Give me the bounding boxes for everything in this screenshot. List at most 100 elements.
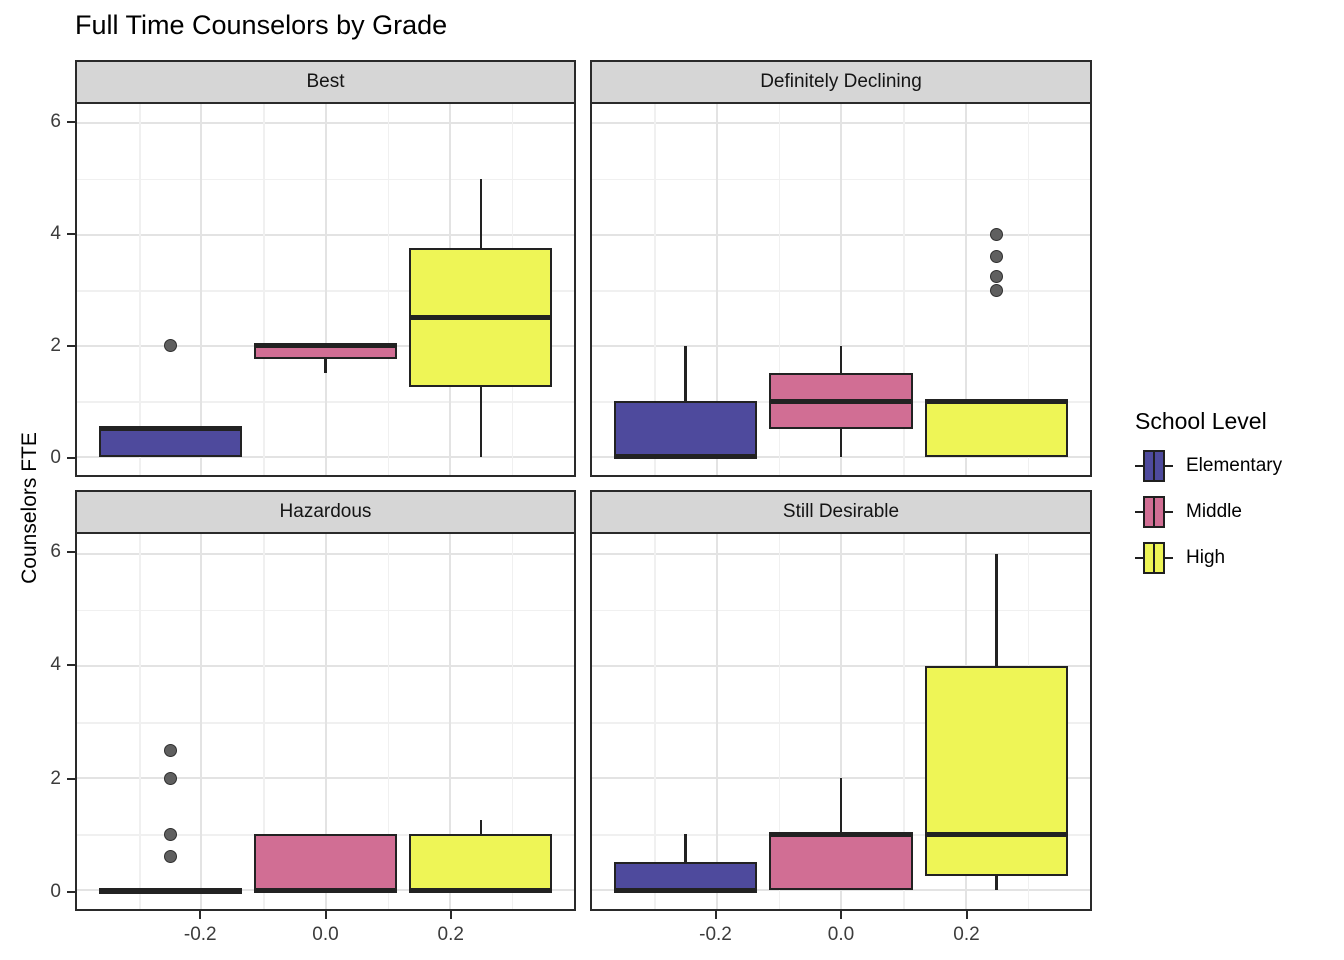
facet-strip-hazardous: Hazardous [75,490,576,534]
box-middle [769,834,913,891]
y-axis-row-2: 0 2 4 6 [0,532,75,911]
facet-panel-best [75,102,576,477]
facet-strip-label: Still Desirable [782,501,900,522]
gridline-minor [387,534,390,909]
x-axis-col-1: -0.2 0.0 0.2 [75,911,576,956]
upper-whisker [839,345,843,374]
x-tick-label: -0.2 [699,924,732,945]
y-tick-label: 0 [50,447,61,469]
x-tick-mark [965,911,968,919]
median-line [613,887,757,893]
gridline-minor [1027,104,1030,475]
gridline-minor [778,104,781,475]
y-tick-label: 6 [50,540,61,562]
y-tick-mark [67,345,75,348]
facet-panel-hazardous [75,532,576,911]
median-line [613,454,757,460]
x-tick-label: 0.2 [953,924,980,945]
facet-strip-label: Best [306,71,345,92]
x-tick-label: 0.0 [312,924,339,945]
median-line [409,315,553,321]
boxplot-key-icon [1135,539,1173,577]
outlier-point [163,771,177,785]
gridline-minor [511,534,514,909]
x-tick-label: 0.2 [437,924,464,945]
box-elementary [613,862,757,891]
x-tick-label: -0.2 [183,924,217,945]
upper-whisker [839,778,843,835]
y-tick-mark [67,120,75,123]
outlier-point [163,827,177,841]
chart-title: Full Time Counselors by Grade [75,10,448,40]
lower-whisker [324,359,327,374]
x-tick-mark [714,911,717,919]
median-line [925,831,1069,837]
legend-item-label: Elementary [1186,455,1283,476]
legend: School Level Elementary Middle High [1120,408,1344,585]
facet-hazardous: Hazardous [75,490,576,911]
legend-item-high: High [1120,539,1344,577]
x-tick-label: 0.0 [827,924,855,945]
box-high [925,665,1069,877]
gridline-minor [903,104,905,475]
y-tick-label: 4 [50,222,61,244]
x-tick-mark [199,911,202,919]
median-line [769,398,913,404]
y-tick-mark [67,891,75,894]
lower-whisker [479,387,483,457]
y-axis-row-1: 0 2 4 6 [0,102,75,477]
facet-strip-best: Best [75,60,576,104]
y-tick-mark [67,457,75,460]
outlier-point [990,269,1004,283]
facet-strip-still-desirable: Still Desirable [590,490,1092,534]
legend-title: School Level [1135,408,1267,434]
boxplot-key-icon [1135,447,1173,485]
y-tick-label: 0 [50,881,61,903]
box-high [925,401,1069,457]
upper-whisker [479,820,483,835]
gridline-major [324,534,327,909]
median-line [925,398,1069,404]
boxplot-key-icon [1135,493,1173,531]
legend-item-label: Middle [1186,501,1242,522]
y-tick-label: 4 [50,654,61,676]
facet-panel-definitely-declining [590,102,1092,477]
gridline-minor [903,534,905,909]
x-tick-mark [840,911,842,919]
median-line [769,831,913,837]
outlier-point [163,743,177,757]
y-tick-label: 2 [50,767,61,789]
x-tick-mark [324,911,327,919]
median-line [98,887,242,893]
facet-strip-definitely-declining: Definitely Declining [590,60,1092,104]
y-tick-label: 2 [50,335,61,357]
y-tick-mark [67,777,75,780]
gridline-minor [263,104,265,475]
facet-definitely-declining: Definitely Declining [590,60,1092,477]
gridline-major [448,534,451,909]
outlier-point [990,283,1004,297]
box-elementary [613,401,757,457]
x-axis-col-2: -0.2 0.0 0.2 [590,911,1092,956]
lower-whisker [839,428,843,457]
outlier-point [990,228,1004,242]
gridline-minor [139,534,141,909]
gridline-major [324,104,327,475]
box-high [409,834,553,891]
gridline-minor [387,104,390,475]
upper-whisker [479,178,483,249]
box-middle [254,834,397,891]
legend-item-middle: Middle [1120,493,1344,531]
y-tick-mark [67,664,75,667]
facet-still-desirable: Still Desirable [590,490,1092,911]
x-tick-mark [449,911,452,919]
gridline-minor [778,534,781,909]
legend-item-elementary: Elementary [1120,447,1344,485]
upper-whisker [684,345,687,402]
gridline-major [715,104,718,475]
gridline-major [964,104,967,475]
gridline-minor [654,534,656,909]
lower-whisker [995,876,998,891]
gridline-major [840,534,842,909]
